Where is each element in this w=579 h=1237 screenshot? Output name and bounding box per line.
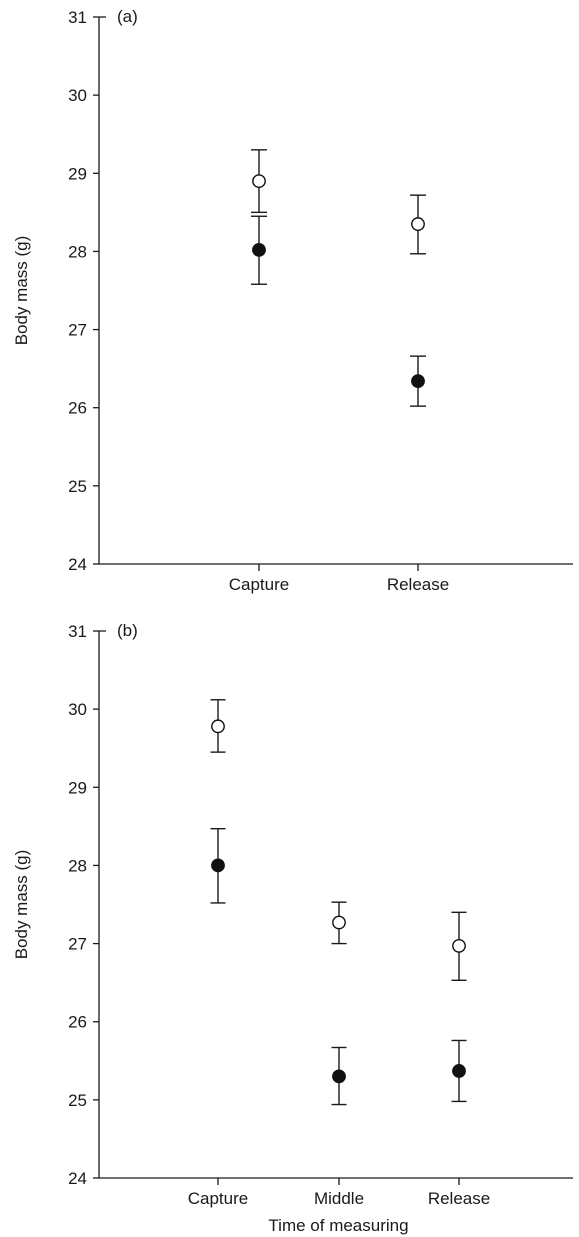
- open-circle-point: [211, 719, 225, 734]
- filled-circle-point: [252, 242, 266, 257]
- x-tick-label: Capture: [188, 1189, 248, 1208]
- chart-panel-b: 24 25 26 27 28 29 30 31 (b) Body mass (g) Capture M…: [12, 621, 573, 1235]
- y-axis-label: Body mass (g): [12, 236, 31, 346]
- filled-circle-point: [211, 858, 225, 873]
- open-circle-point: [332, 915, 346, 930]
- y-tick-label: 28: [68, 242, 87, 261]
- filled-circle-point: [452, 1064, 466, 1078]
- y-tick-label: 30: [68, 86, 87, 105]
- y-tick-label: 31: [68, 622, 87, 641]
- y-tick-label: 29: [68, 164, 87, 183]
- x-tick-label: Release: [428, 1189, 490, 1208]
- y-tick-label: 30: [68, 700, 87, 719]
- y-tick-label: 25: [68, 477, 87, 496]
- x-tick-label: Capture: [229, 575, 289, 594]
- y-tick-label: 25: [68, 1091, 87, 1110]
- y-tick-label: 31: [68, 8, 87, 27]
- y-tick-label: 27: [68, 321, 87, 340]
- y-axis-label: Body mass (g): [12, 850, 31, 960]
- y-tick-label: 28: [68, 856, 87, 875]
- x-tick-label: Release: [387, 575, 449, 594]
- open-circle-point: [252, 174, 266, 189]
- x-tick-label: Middle: [314, 1189, 364, 1208]
- y-tick-label: 24: [68, 555, 87, 574]
- open-circle-point: [452, 939, 466, 953]
- y-tick-label: 29: [68, 778, 87, 797]
- panel-label: (a): [117, 7, 138, 26]
- y-tick-label: 24: [68, 1169, 87, 1188]
- y-tick-label: 26: [68, 399, 87, 418]
- filled-circle-point: [411, 374, 425, 389]
- panel-label: (b): [117, 621, 138, 640]
- open-circle-point: [411, 217, 425, 231]
- y-tick-label: 26: [68, 1013, 87, 1032]
- y-tick-label: 27: [68, 935, 87, 954]
- chart-panel-a: 24 25 26 27 28 29 30 31 (a) Body mass (g) Capture R…: [12, 7, 573, 594]
- filled-circle-point: [332, 1069, 346, 1084]
- x-axis-label: Time of measuring: [268, 1216, 408, 1235]
